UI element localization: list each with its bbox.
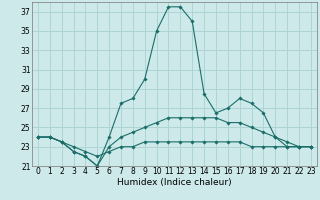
X-axis label: Humidex (Indice chaleur): Humidex (Indice chaleur): [117, 178, 232, 187]
